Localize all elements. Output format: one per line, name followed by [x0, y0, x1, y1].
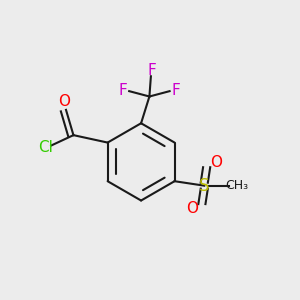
Text: CH₃: CH₃ — [225, 179, 248, 192]
Text: Cl: Cl — [38, 140, 53, 155]
Text: S: S — [199, 177, 209, 195]
Text: O: O — [58, 94, 70, 109]
Text: O: O — [210, 155, 222, 170]
Text: F: F — [147, 63, 156, 78]
Text: F: F — [119, 83, 128, 98]
Text: F: F — [171, 83, 180, 98]
Text: O: O — [186, 201, 198, 216]
